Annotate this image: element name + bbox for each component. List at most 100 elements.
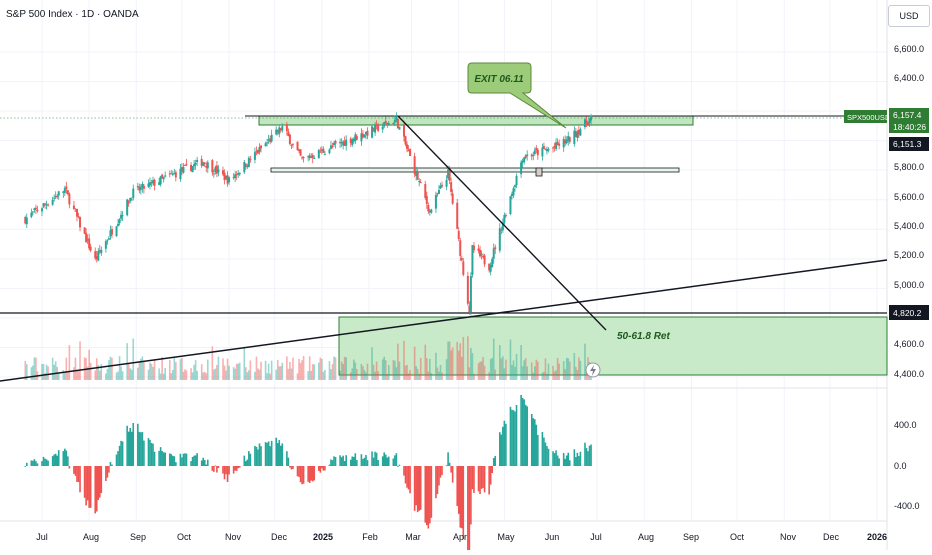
oscillator-bar: [365, 454, 367, 466]
candle-body: [148, 182, 151, 186]
rising-trendline[interactable]: [0, 259, 888, 382]
candle-body: [226, 175, 229, 184]
candle-body: [56, 195, 59, 198]
volume-bar: [25, 364, 28, 380]
oscillator-bar: [456, 466, 459, 506]
volume-bar: [228, 365, 230, 380]
time-label: Dec: [271, 532, 288, 542]
oscillator-bar: [41, 461, 43, 466]
volume-bar: [126, 343, 128, 380]
oscillator-bar: [307, 466, 309, 482]
volume-bar: [546, 373, 548, 380]
volume-bar: [313, 364, 316, 380]
candle-body: [247, 157, 250, 167]
volume-bar: [345, 357, 347, 380]
volume-bar: [140, 358, 142, 380]
volume-bar: [319, 357, 322, 380]
volume-bar: [170, 373, 173, 380]
candle-body: [339, 141, 342, 144]
candle-body: [457, 230, 460, 240]
volume-bar: [193, 364, 195, 380]
candle-body: [345, 139, 348, 146]
oscillator-bar: [340, 457, 343, 466]
oscillator-bar: [203, 459, 206, 466]
oscillator-bar: [217, 466, 220, 469]
oscillator-bar: [200, 460, 203, 466]
oscillator-bar: [460, 466, 463, 529]
volume-bar: [245, 367, 247, 380]
candle-body: [477, 248, 480, 251]
oscillator-bar: [245, 461, 247, 466]
oscillator-bar: [275, 437, 278, 466]
oscillator-bar: [579, 451, 582, 466]
candle-body: [291, 143, 294, 145]
candle-body: [159, 176, 162, 185]
oscillator-bar: [375, 452, 378, 466]
oscillator-bar: [228, 466, 230, 475]
bolt-icon[interactable]: [585, 362, 601, 378]
candle-body: [243, 162, 246, 173]
candle-body: [150, 182, 153, 184]
volume-bar: [480, 361, 483, 380]
falling-trendline[interactable]: [397, 115, 607, 331]
volume-bar: [64, 371, 66, 380]
candle-body: [65, 186, 68, 190]
oscillator-bar: [214, 465, 217, 467]
candle-body: [47, 204, 50, 206]
demand-zone[interactable]: [338, 316, 888, 376]
oscillator-bar: [515, 405, 518, 466]
candle-body: [494, 247, 497, 250]
candle-body: [74, 210, 77, 212]
volume-bar: [573, 352, 576, 380]
oscillator-bar: [137, 423, 139, 466]
candle-body: [162, 177, 165, 180]
volume-bar: [129, 368, 132, 380]
volume-bar: [68, 345, 71, 380]
oscillator-bar: [249, 453, 252, 466]
last-price-tag: [889, 108, 929, 133]
oscillator-bar: [334, 457, 337, 466]
time-label-year: 2026: [867, 532, 887, 542]
candle-body: [387, 123, 390, 126]
volume-bar: [555, 370, 557, 380]
candle-body: [552, 147, 555, 149]
oscillator-bar: [74, 466, 77, 476]
oscillator-bar: [126, 425, 128, 466]
volume-bar: [301, 360, 303, 380]
oscillator-bar: [330, 459, 332, 466]
volume-bar: [477, 363, 480, 380]
candle-body: [372, 127, 375, 132]
candle-body: [555, 142, 558, 150]
oscillator-bar: [520, 394, 522, 466]
time-label-year: 2025: [313, 532, 333, 542]
candle-body: [132, 188, 135, 199]
volume-bar: [509, 339, 512, 380]
oscillator-bar: [439, 466, 442, 478]
time-label: Feb: [362, 532, 378, 542]
exit-callout[interactable]: EXIT 06.11: [467, 62, 567, 129]
volume-bar: [258, 369, 261, 380]
volume-bar: [120, 366, 122, 380]
currency-button[interactable]: USD: [888, 5, 930, 27]
support-band[interactable]: [270, 167, 680, 173]
volume-bar: [406, 364, 408, 380]
oscillator-bar: [149, 439, 151, 466]
volume-bar: [397, 343, 399, 380]
volume-bar: [430, 373, 433, 380]
candle-body: [323, 153, 326, 155]
resistance-zone[interactable]: [258, 115, 694, 126]
oscillator-bar: [471, 466, 474, 490]
volume-bar: [311, 364, 314, 380]
volume-bar: [407, 373, 410, 380]
oscillator-bar: [115, 454, 118, 466]
volume-bar: [310, 370, 313, 380]
volume-bar: [190, 368, 192, 380]
volume-bar: [255, 356, 258, 380]
volume-bar: [456, 341, 459, 380]
volume-bar: [521, 366, 524, 380]
candle-body: [215, 165, 218, 174]
candle-body: [514, 185, 517, 187]
candle-body: [556, 142, 559, 145]
